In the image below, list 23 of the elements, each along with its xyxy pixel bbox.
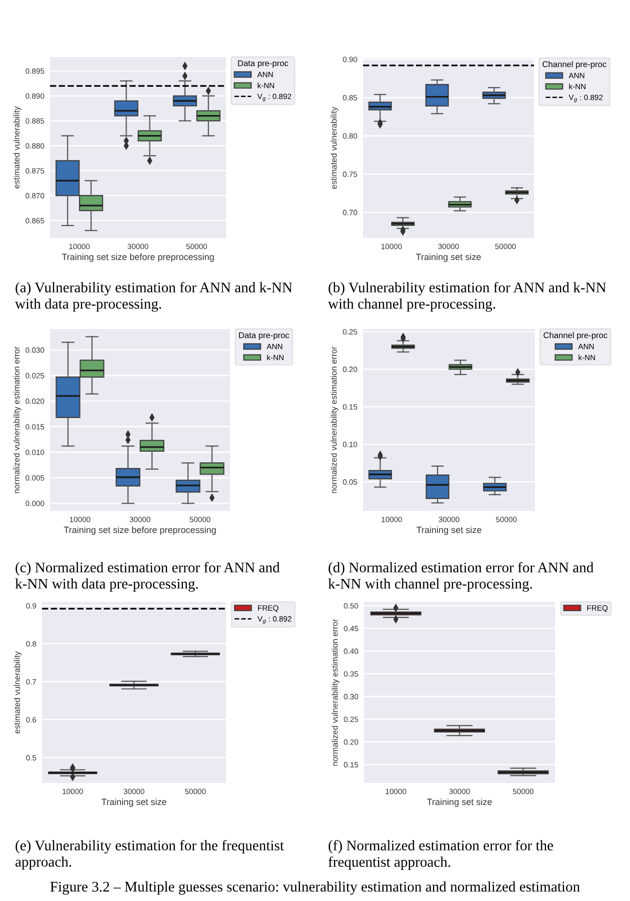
legend-title: Channel pre-proc bbox=[542, 61, 606, 69]
text: (d) Normalized estimation error for ANN and k-NN with channel pre-processing. bbox=[328, 562, 594, 592]
x-axis-title: Training set size bbox=[102, 798, 166, 807]
y-axis-title: normalized vulnerability estimation error bbox=[13, 346, 22, 494]
y-axis-title: normalized vulnerability estimation error bbox=[330, 346, 338, 494]
text: (a) Vulnerability estimation for ANN and k-NN with data pre-processing. bbox=[15, 282, 292, 312]
caption: Figure 3.2 – Multiple guesses scenario: vulnerability estimation and normalized estimation bbox=[50, 881, 580, 895]
text: (c) Normalized estimation error for ANN and k-NN with data pre-processing. bbox=[15, 562, 280, 592]
legend-title: Data pre-proc bbox=[238, 60, 288, 68]
x-axis-title: Training set size bbox=[427, 798, 492, 807]
y-axis-title: normalized vulnerability estimation error bbox=[332, 618, 340, 766]
y-axis-title: estimated vulnerability bbox=[330, 106, 338, 189]
y-axis-title: estimated vulnerability bbox=[13, 106, 22, 188]
x-axis-title: Training set size before preprocessing bbox=[62, 253, 214, 262]
text: (e) Vulnerability estimation for the frequentist approach. bbox=[16, 840, 284, 870]
legend-title: Data pre-proc bbox=[239, 332, 290, 340]
x-axis-title: Training set size bbox=[416, 526, 482, 535]
x-axis-title: Training set size bbox=[416, 253, 481, 262]
text: (b) Vulnerability estimation for ANN and k-NN with channel pre-processing. bbox=[328, 282, 606, 312]
text: (f) Normalized estimation error for the frequentist approach. bbox=[328, 840, 554, 870]
y-axis-title: estimated vulnerability bbox=[14, 651, 22, 734]
legend-title: Channel pre-proc bbox=[544, 332, 608, 340]
x-axis-title: Training set size before preprocessing bbox=[64, 526, 216, 535]
